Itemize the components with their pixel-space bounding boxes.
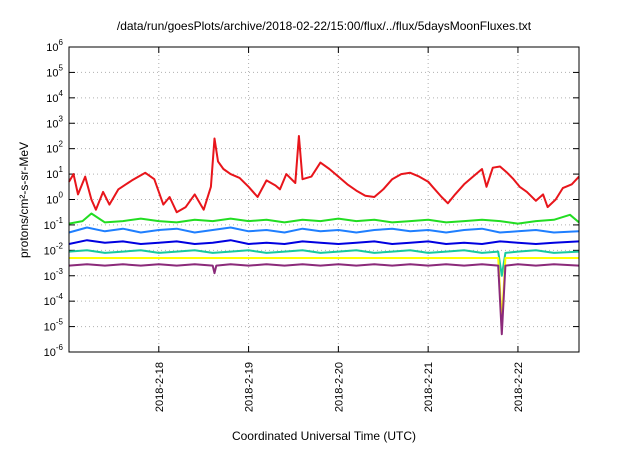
x-axis-label: Coordinated Universal Time (UTC) [232,429,416,443]
series-line-2 [68,212,580,225]
plot-frame [68,46,580,353]
series-line-5 [68,249,580,277]
y-tick-label: 103 [46,114,63,130]
series-layer [68,135,580,336]
y-tick-label: 105 [46,63,63,79]
y-tick-label: 106 [46,38,63,54]
y-tick-label: 102 [46,140,63,156]
y-tick-label: 10-3 [44,267,64,283]
y-tick-label: 10-2 [44,241,64,257]
x-tick-label: 2018-2-21 [423,362,435,412]
y-tick-label: 100 [46,191,63,207]
y-tick-label: 10-4 [44,292,64,308]
x-tick-label: 2018-2-22 [513,362,525,412]
y-tick-label: 10-1 [44,216,64,232]
chart-title: /data/run/goesPlots/archive/2018-02-22/1… [117,19,532,33]
grid-layer [69,46,579,353]
series-line-3 [68,226,580,234]
x-tick-labels: 2018-2-18 2018-2-19 2018-2-20 2018-2-21 2018… [154,362,525,412]
x-tick-label: 2018-2-19 [244,362,256,412]
series-line-1 [68,135,580,214]
y-tick-label: 101 [46,165,63,181]
series-line-7 [68,263,580,336]
y-tick-label: 10-5 [44,318,64,334]
x-tick-label: 2018-2-18 [154,362,166,412]
y-tick-labels: 10-6 10-5 10-4 10-3 10-2 10-1 100 101 102 103 104 1… [44,38,64,359]
y-tick-label: 10-6 [44,343,64,359]
y-tick-label: 104 [46,89,63,105]
series-line-4 [68,239,580,245]
x-tick-label: 2018-2-20 [333,362,345,412]
y-axis-label: protons/cm²-s-sr-MeV [17,142,31,258]
